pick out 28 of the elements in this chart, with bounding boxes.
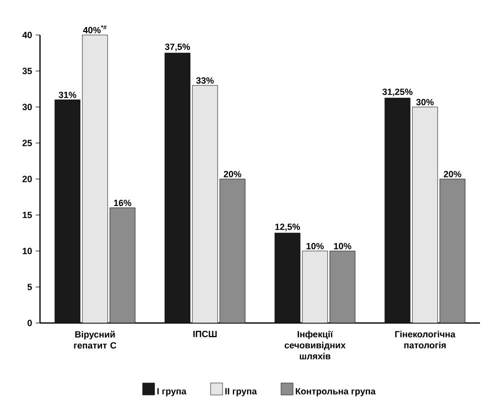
x-tick-label: ІПСШ xyxy=(193,330,217,338)
x-tick-label: Інфекції сечовивідних шляхів xyxy=(284,330,346,360)
y-tick-label: 40 xyxy=(22,32,32,38)
y-tick-label: 20 xyxy=(22,176,32,182)
y-tick-label: 30 xyxy=(22,104,32,110)
legend-label: І група xyxy=(157,388,186,396)
data-label: 30% xyxy=(416,98,434,106)
data-label: 10% xyxy=(306,242,324,250)
data-label: 37,5% xyxy=(164,44,190,52)
legend-label: ІІ група xyxy=(225,388,257,396)
data-label: 16% xyxy=(114,200,132,206)
y-tick-label: 15 xyxy=(22,212,32,218)
y-tick-label: 25 xyxy=(22,140,32,146)
y-tick-label: 5 xyxy=(27,284,32,290)
y-tick-label: 35 xyxy=(22,68,32,74)
data-label: 12,5% xyxy=(275,224,300,232)
data-label: 31,25% xyxy=(382,88,413,96)
data-label: 20% xyxy=(224,170,242,178)
data-label: 10% xyxy=(334,242,352,250)
data-label: 31% xyxy=(58,92,76,98)
data-label: 33% xyxy=(196,77,214,84)
x-tick-label: Гінекологічна патологія xyxy=(395,330,456,348)
data-label: 20% xyxy=(444,170,462,178)
data-label: 40%$^{*#}$ xyxy=(83,25,107,34)
y-tick-label: 0 xyxy=(28,320,32,326)
x-tick-label: Вірусний гепатит С xyxy=(74,330,116,349)
legend-label: Контрольна група xyxy=(296,388,376,396)
y-tick-label: 10 xyxy=(22,248,32,254)
